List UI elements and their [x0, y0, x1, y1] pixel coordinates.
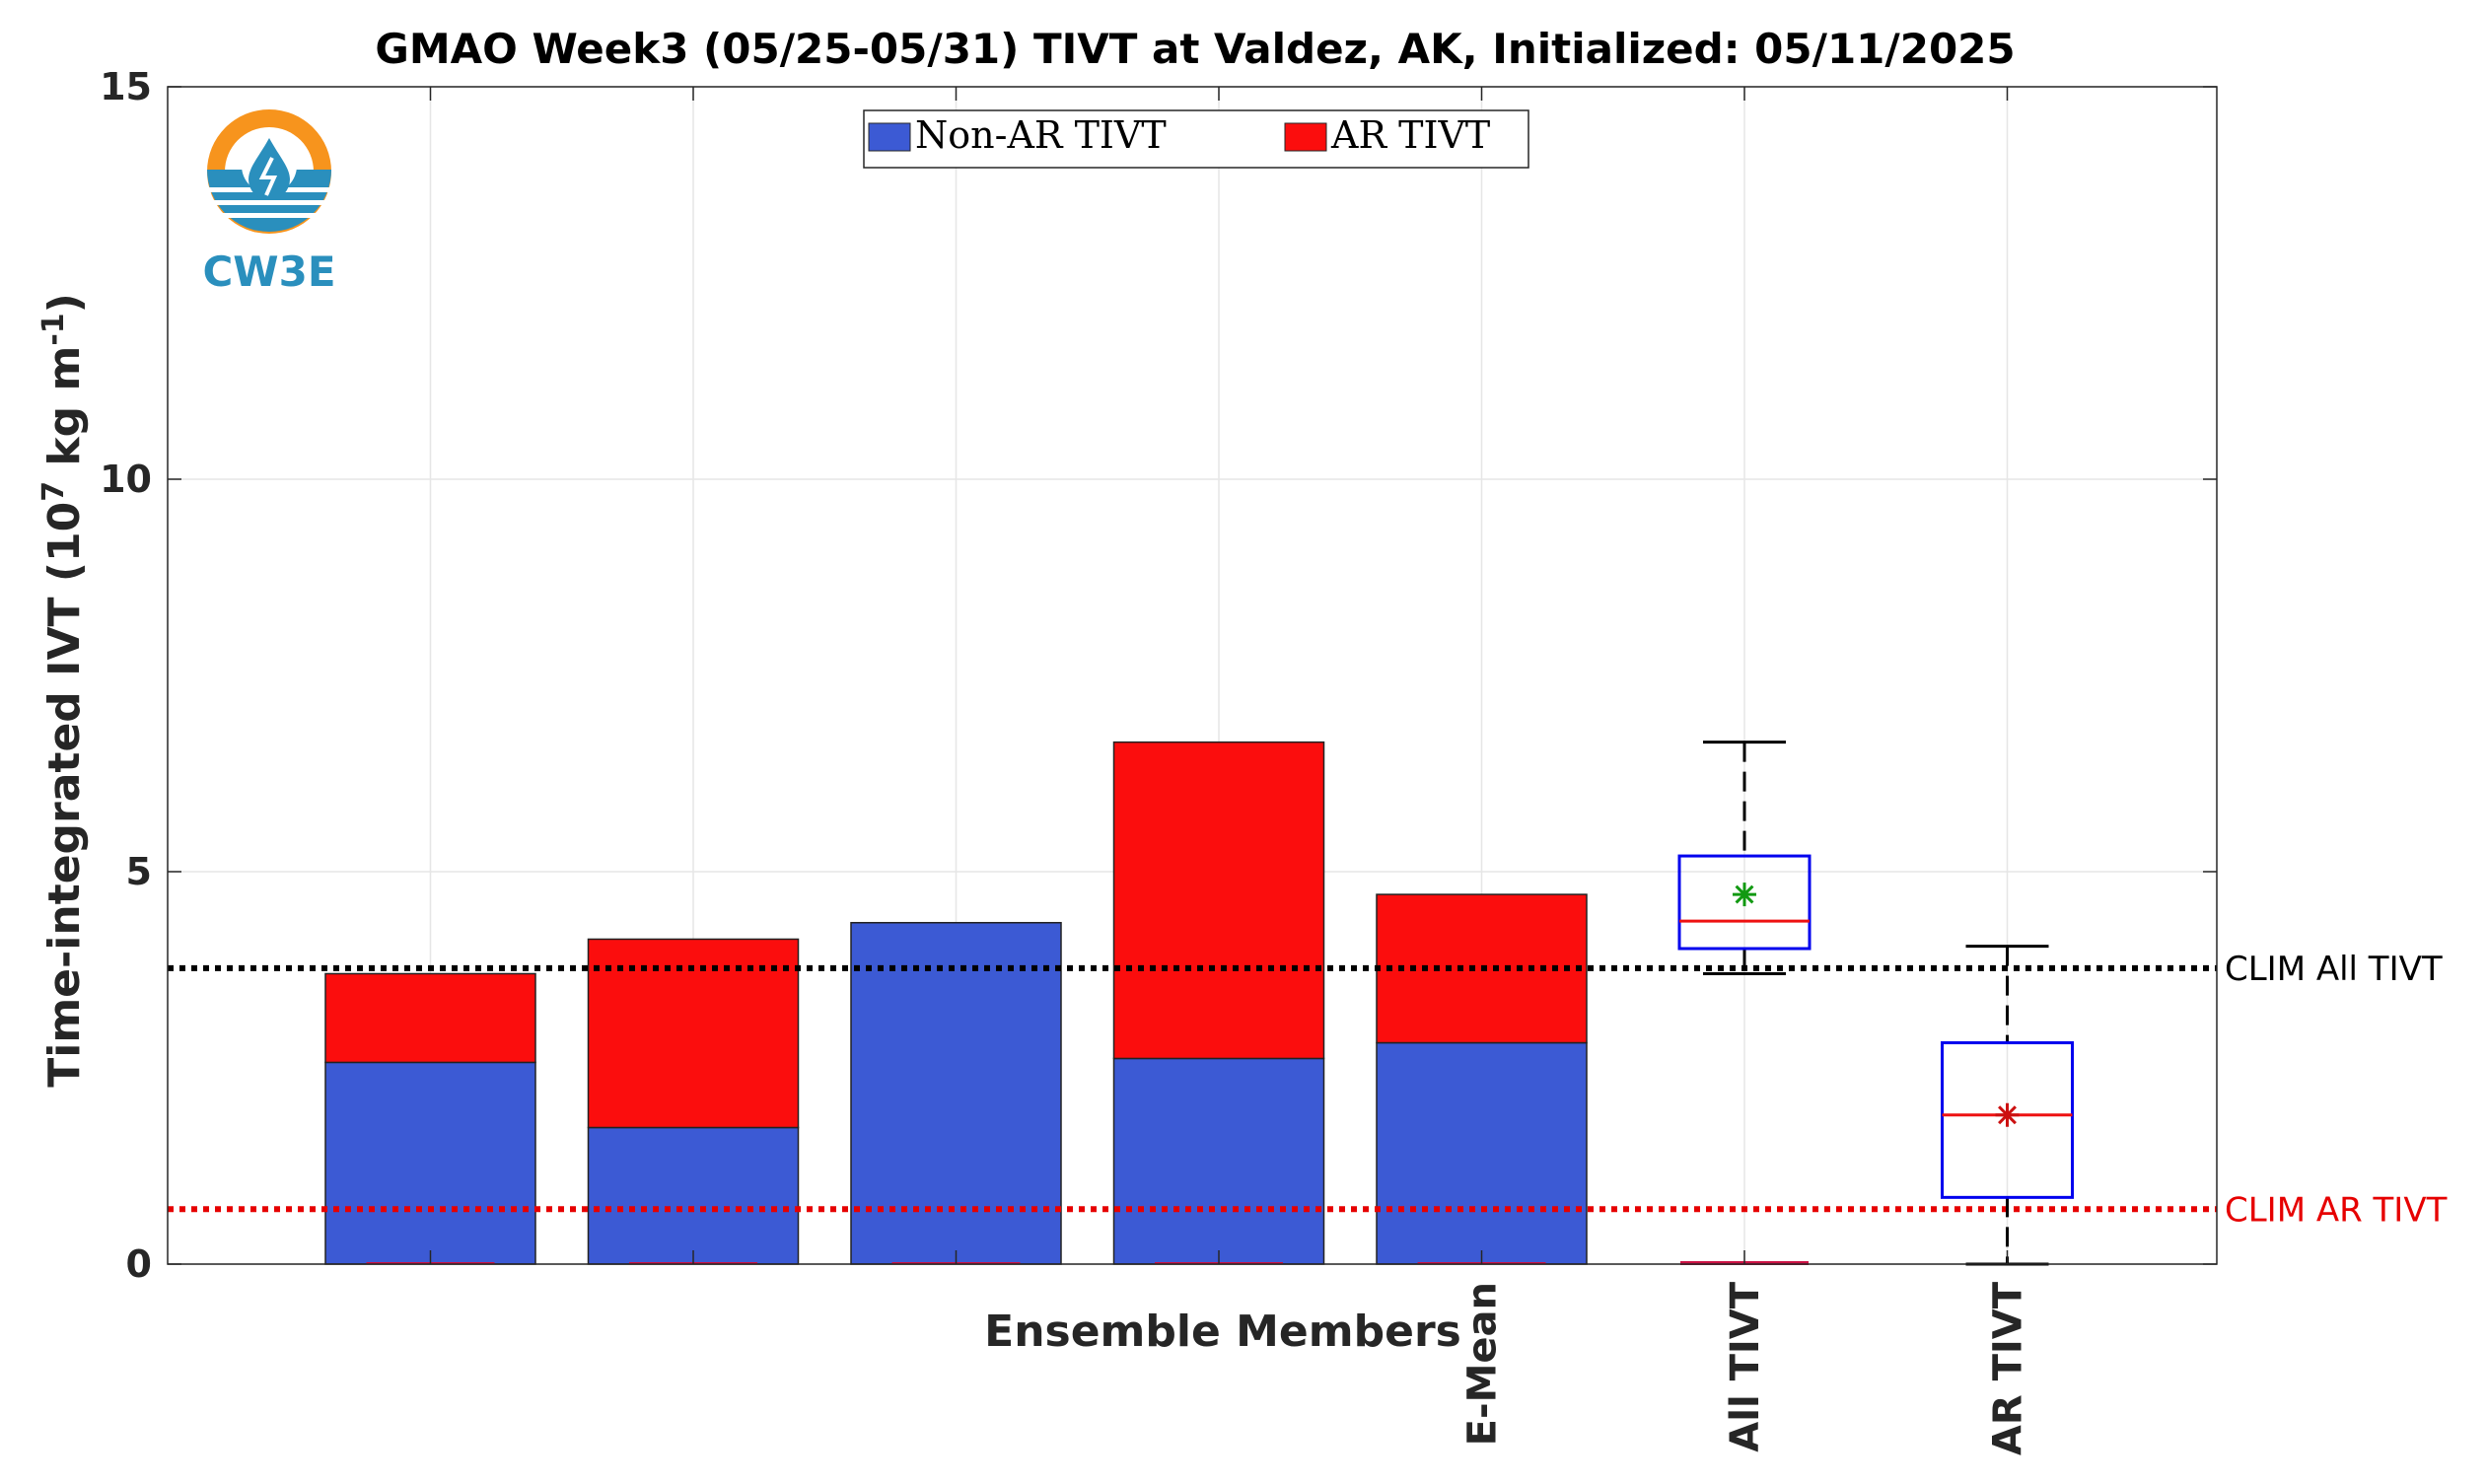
y-tick-label: 5	[126, 850, 152, 893]
mean-marker	[1733, 883, 1756, 907]
y-label-unit-exponent: -1	[36, 313, 71, 345]
x-tick-label: E-Mean	[1460, 1282, 1506, 1446]
x-tick-label: AR TIVT	[1986, 1281, 2031, 1455]
bar-ar-tivt	[1112, 741, 1325, 1060]
logo-wave-3	[217, 213, 321, 218]
clim-label: CLIM AR TIVT	[2225, 1190, 2448, 1230]
legend-swatch-ar	[1284, 122, 1327, 152]
bar-non-ar-tivt	[324, 1061, 536, 1265]
lightning-icon	[258, 157, 278, 196]
logo-text: CW3E	[202, 247, 335, 296]
logo-wave-2	[209, 200, 329, 205]
box-iqr	[1941, 1041, 2074, 1199]
y-tick-label: 0	[126, 1242, 152, 1286]
y-axis-label: Time-integrated IVT (107 kg m-1)	[36, 293, 90, 1088]
y-tick-label: 10	[100, 458, 152, 501]
legend-label-ar: AR TIVT	[1330, 113, 1490, 157]
clim-label: CLIM All TIVT	[2225, 950, 2443, 989]
y-label-unit: kg m	[39, 346, 90, 481]
water-drop-icon	[249, 138, 290, 200]
legend: Non-AR TIVT AR TIVT	[863, 109, 1529, 169]
bar-non-ar-tivt	[850, 921, 1062, 1265]
bar-non-ar-tivt	[587, 1126, 800, 1265]
legend-box	[863, 109, 1529, 169]
x-axis-ticks: E-Mean All TIVT AR TIVT	[429, 87, 2031, 1455]
bar-non-ar-tivt	[1376, 1041, 1588, 1265]
bar-series	[324, 741, 1809, 1265]
y-label-main: Time-integrated IVT (10	[39, 502, 90, 1088]
mean-marker	[1995, 1102, 2020, 1127]
y-axis-ticks: 0 5 10 15	[100, 65, 2217, 1286]
chart-title: GMAO Week3 (05/25-05/31) TIVT at Valdez,…	[375, 25, 2015, 73]
boxplots	[1677, 741, 2074, 1266]
legend-label-non-ar: Non-AR TIVT	[915, 113, 1167, 157]
plot-frame	[167, 86, 2218, 1265]
x-axis-label: Ensemble Members	[984, 1307, 1461, 1357]
cw3e-logo: CW3E	[202, 109, 336, 296]
box-iqr	[1677, 854, 1812, 951]
y-label-close: )	[39, 293, 90, 313]
legend-swatch-non-ar	[868, 122, 911, 152]
y-label-exponent: 7	[36, 481, 71, 502]
x-tick-label: All TIVT	[1723, 1281, 1768, 1451]
y-tick-label: 15	[100, 65, 152, 108]
reference-lines: CLIM All TIVT CLIM AR TIVT	[168, 950, 2448, 1230]
bar-non-ar-tivt	[1112, 1057, 1325, 1265]
bar-ar-tivt	[324, 972, 536, 1064]
